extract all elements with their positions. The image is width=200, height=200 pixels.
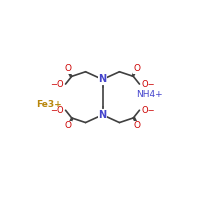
Text: NH4+: NH4+ [136, 90, 163, 99]
Text: −O: −O [50, 106, 64, 115]
Text: −O: −O [50, 80, 64, 89]
Text: O: O [134, 121, 141, 130]
Text: N: N [98, 110, 107, 120]
Text: O−: O− [141, 106, 155, 115]
Text: Fe3+: Fe3+ [36, 100, 62, 109]
Text: O: O [64, 64, 71, 73]
Text: O−: O− [141, 80, 155, 89]
Text: N: N [98, 74, 107, 84]
Text: O: O [64, 121, 71, 130]
Text: O: O [134, 64, 141, 73]
